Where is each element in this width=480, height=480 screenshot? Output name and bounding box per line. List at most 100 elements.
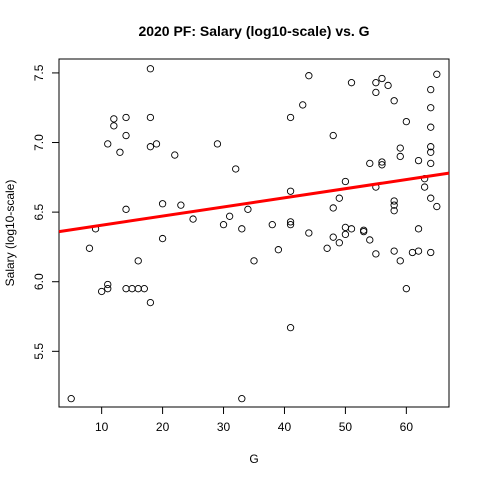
data-point (146, 298, 155, 307)
fit-line (58, 171, 450, 234)
data-point (390, 247, 398, 255)
data-point (189, 215, 197, 223)
data-point (122, 131, 130, 140)
data-point (396, 144, 404, 152)
data-point (378, 74, 386, 83)
data-point (116, 148, 124, 156)
data-point (244, 205, 252, 213)
data-point (402, 117, 410, 126)
data-point (152, 140, 161, 148)
data-point (140, 285, 148, 293)
data-point (372, 88, 380, 97)
data-point (390, 197, 398, 205)
data-point (104, 280, 112, 289)
y-tick-label: 7.5 (32, 64, 46, 81)
data-point (414, 156, 423, 165)
data-point (122, 113, 130, 122)
data-point (378, 161, 386, 169)
data-point (122, 205, 130, 213)
x-tick-label: 30 (217, 420, 231, 434)
data-point (427, 104, 435, 112)
data-points (67, 65, 441, 403)
data-point (329, 131, 337, 140)
data-point (427, 123, 435, 131)
data-point (408, 248, 417, 257)
y-tick-label: 6.5 (32, 203, 46, 220)
data-point (396, 152, 404, 161)
data-point (134, 285, 142, 293)
data-point (347, 225, 356, 233)
data-point (110, 115, 118, 123)
data-point (305, 229, 313, 237)
data-point (329, 233, 337, 241)
data-point (128, 285, 136, 293)
data-point (274, 246, 283, 254)
data-point (378, 158, 386, 166)
data-point (171, 151, 179, 159)
x-tick-label: 60 (400, 420, 414, 434)
data-point (433, 70, 441, 78)
data-point (414, 225, 423, 233)
x-tick-label: 40 (278, 420, 292, 434)
data-point (420, 183, 429, 191)
x-tick-label: 10 (95, 420, 109, 434)
y-axis: 5.5 6.0 6.5 7.0 7.5 (32, 64, 60, 360)
chart-title: 2020 PF: Salary (log10-scale) vs. G (138, 23, 369, 39)
data-point (402, 285, 410, 293)
data-point (146, 113, 155, 122)
data-point (366, 236, 374, 244)
data-point (427, 248, 435, 257)
data-point (341, 223, 350, 232)
data-point (122, 285, 130, 293)
data-point (238, 394, 246, 403)
data-point (347, 79, 356, 87)
data-point (146, 65, 155, 73)
plot-frame (58, 58, 450, 408)
data-point (299, 101, 307, 109)
x-tick-label: 20 (156, 420, 170, 434)
data-point (158, 200, 167, 208)
data-point (390, 207, 398, 215)
data-point (98, 287, 106, 296)
data-point (433, 202, 441, 211)
data-point (134, 257, 142, 265)
data-point (427, 148, 435, 156)
data-point (213, 140, 222, 148)
data-point (286, 113, 295, 122)
x-tick-label: 50 (339, 420, 353, 434)
data-point (414, 247, 423, 255)
data-point (341, 177, 350, 186)
data-point (384, 81, 392, 90)
data-point (390, 97, 398, 105)
y-tick-label: 7.0 (32, 134, 46, 151)
data-point (250, 257, 258, 265)
data-point (323, 244, 331, 252)
y-tick-label: 5.5 (32, 343, 46, 360)
y-tick-label: 6.0 (32, 273, 46, 290)
data-point (146, 143, 155, 151)
data-point (219, 220, 228, 229)
data-point (286, 218, 295, 226)
data-point (360, 226, 368, 234)
data-point (335, 194, 343, 202)
x-axis: 10 20 30 40 50 60 (95, 406, 414, 434)
data-point (104, 140, 112, 148)
data-point (286, 187, 295, 195)
data-point (110, 122, 118, 130)
data-point (225, 212, 234, 220)
data-point (177, 201, 185, 209)
data-point (427, 143, 435, 151)
data-point (396, 257, 404, 265)
data-point (341, 230, 350, 239)
data-point (232, 165, 240, 173)
data-point (238, 225, 246, 233)
data-point (286, 324, 295, 332)
data-point (329, 204, 337, 212)
data-point (372, 79, 380, 87)
data-point (366, 159, 374, 168)
data-point (427, 159, 435, 168)
data-point (390, 201, 398, 209)
data-point (286, 220, 295, 229)
data-point (268, 220, 276, 229)
